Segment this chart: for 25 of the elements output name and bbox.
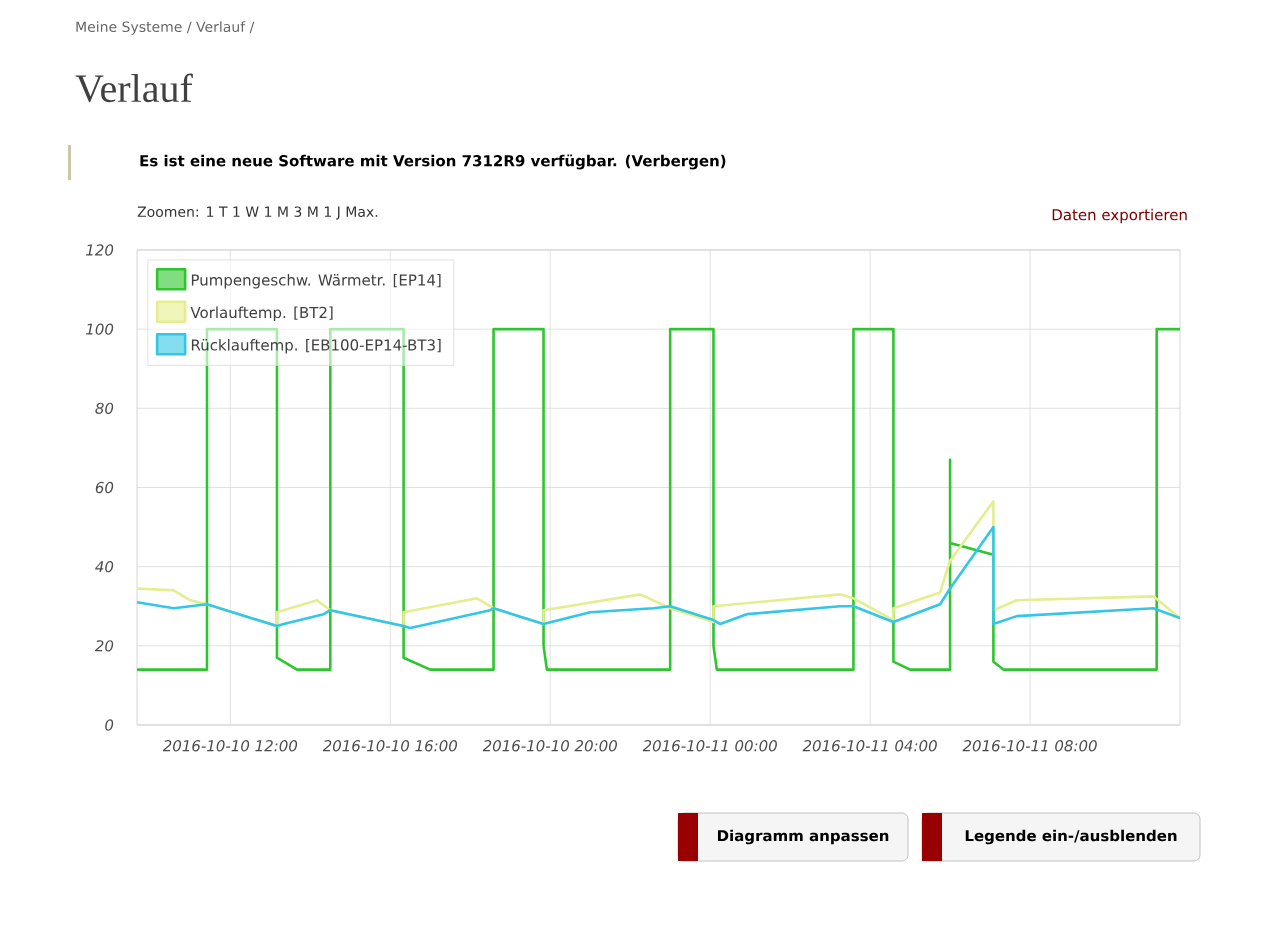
x-tick-label: 2016-10-11 04:00: [802, 740, 937, 752]
text: Zoomen: 1 T 1 W 1 M 3 M 1 J Max.: [137, 206, 378, 220]
chart-subtitle: Es ist eine neue Software mit Version 7312R9 verfügbar. (Verbergen): [140, 154, 726, 170]
legend-label: Vorlauftemp. [BT2]: [190, 306, 333, 321]
y-tick-label: 20: [94, 640, 114, 652]
y-tick-label: 80: [95, 402, 114, 415]
line-series: [137, 525, 1180, 630]
y-tick-label: 40: [95, 560, 114, 573]
chart-title: Verlauf: [75, 73, 193, 103]
y-tick-label: 120: [86, 244, 114, 256]
x-tick-label: 2016-10-10 12:00: [162, 740, 298, 752]
line-series: [137, 327, 1180, 671]
text: Legende ein-/ausblenden: [965, 829, 1177, 845]
y-tick-label: 0: [105, 719, 114, 731]
legend-label: Pumpengeschw. Wärmetr. [EP14]: [191, 274, 441, 289]
y-tick-label: 100: [86, 323, 114, 335]
y-tick-label: 60: [95, 481, 114, 494]
x-tick-label: 2016-10-10 20:00: [482, 740, 617, 752]
x-tick-label: 2016-10-11 08:00: [962, 740, 1097, 752]
x-tick-label: 2016-10-11 00:00: [642, 740, 777, 752]
text: Daten exportieren: [1052, 208, 1187, 224]
legend-label: Rücklauftemp. [EB100-EP14-BT3]: [191, 339, 441, 354]
text: Diagramm anpassen: [717, 829, 889, 845]
text: Meine Systeme / Verlauf /: [76, 21, 255, 35]
x-tick-label: 2016-10-10 16:00: [322, 740, 458, 752]
